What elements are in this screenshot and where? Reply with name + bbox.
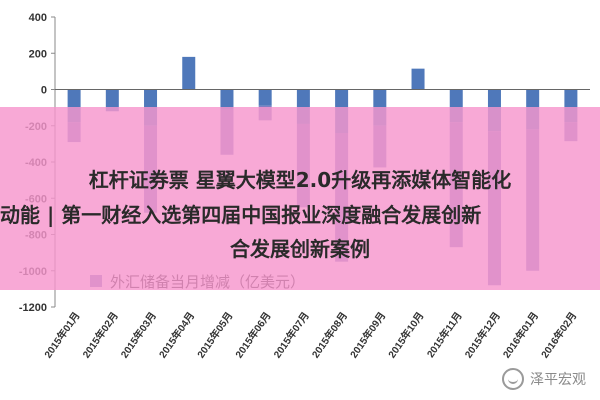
x-tick-label: 2016年02月 (538, 309, 579, 360)
x-tick-label: 2015年12月 (462, 309, 503, 360)
headline-line-2[interactable]: 动能 | 第一财经入选第四届中国报业深度融合发展创新 (0, 203, 482, 227)
bar (182, 56, 196, 90)
x-tick-label: 2015年02月 (80, 309, 121, 360)
x-tick-label: 2015年10月 (385, 309, 426, 360)
headline-line-3[interactable]: 合发展创新案例 (230, 237, 370, 261)
bar-upper-segment (258, 89, 272, 106)
x-tick-label: 2015年05月 (194, 309, 235, 360)
headline-line-1[interactable]: 杠杆证券票 星翼大模型2.0升级再添媒体智能化 (88, 168, 512, 192)
x-tick-label: 2015年08月 (309, 309, 350, 360)
y-tick-label: 200 (29, 48, 47, 60)
y-tick-label: 400 (29, 12, 47, 24)
watermark: 泽平宏观 (502, 368, 586, 390)
pink-overlay-band (0, 107, 600, 290)
x-tick-label: 2015年06月 (232, 309, 273, 360)
y-tick-label: -1200 (19, 302, 47, 314)
x-tick-label: 2015年01月 (41, 309, 82, 360)
x-tick-label: 2015年07月 (271, 309, 312, 360)
x-tick-label: 2015年09月 (347, 309, 388, 360)
wechat-like-icon (502, 368, 524, 390)
x-tick-label: 2016年01月 (500, 309, 541, 360)
x-tick-label: 2015年03月 (118, 309, 159, 360)
bar (411, 68, 425, 90)
watermark-text: 泽平宏观 (530, 372, 586, 388)
x-tick-label: 2015年11月 (424, 309, 465, 360)
x-tick-label: 2015年04月 (156, 309, 197, 360)
bar-upper-segment (105, 89, 119, 112)
bar-upper-segment (220, 89, 234, 110)
y-tick-label: 0 (41, 85, 47, 97)
